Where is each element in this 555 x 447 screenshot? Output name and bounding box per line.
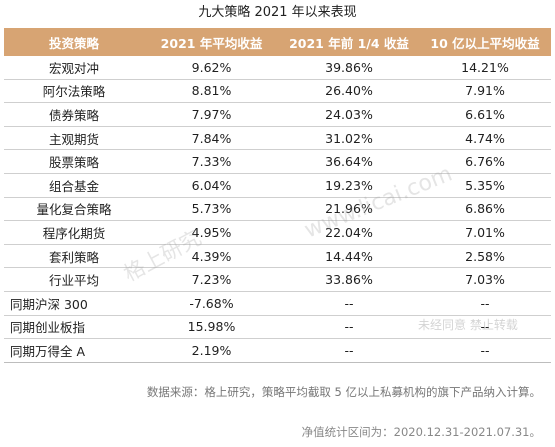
cell-large-fund-return: 6.61% (419, 102, 551, 127)
header-row: 投资策略 2021 年平均收益 2021 年前 1/4 收益 10 亿以上平均收… (4, 28, 551, 56)
cell-top-quarter-return: 36.64% (279, 149, 419, 174)
table-row: 套利策略 4.39% 14.44% 2.58% (4, 244, 551, 269)
table-row: 量化复合策略 5.73% 21.96% 6.86% (4, 197, 551, 222)
cell-ytd-return: -7.68% (144, 291, 279, 316)
cell-top-quarter-return: 39.86% (279, 56, 419, 80)
cell-ytd-return: 7.33% (144, 149, 279, 174)
cell-strategy-name: 同期创业板指 (4, 315, 144, 340)
table-row: 主观期货 7.84% 31.02% 4.74% (4, 126, 551, 151)
cell-strategy-name: 组合基金 (4, 173, 144, 198)
cell-strategy-name: 程序化期货 (4, 220, 144, 245)
cell-ytd-return: 6.04% (144, 173, 279, 198)
table-row: 组合基金 6.04% 19.23% 5.35% (4, 173, 551, 198)
cell-ytd-return: 9.62% (144, 56, 279, 80)
cell-ytd-return: 5.73% (144, 197, 279, 222)
cell-strategy-name: 阿尔法策略 (4, 79, 144, 104)
cell-top-quarter-return: 33.86% (279, 267, 419, 292)
header-large-fund: 10 亿以上平均收益 (419, 28, 551, 56)
cell-top-quarter-return: 26.40% (279, 79, 419, 104)
cell-large-fund-return: -- (419, 338, 551, 363)
cell-top-quarter-return: -- (279, 315, 419, 340)
cell-strategy-name: 主观期货 (4, 126, 144, 151)
cell-large-fund-return: -- (419, 315, 551, 340)
cell-large-fund-return: 7.03% (419, 267, 551, 292)
cell-large-fund-return: 2.58% (419, 244, 551, 269)
table-row: 同期万得全 A 2.19% -- -- (4, 338, 551, 363)
header-top-quarter: 2021 年前 1/4 收益 (279, 28, 419, 56)
cell-ytd-return: 8.81% (144, 79, 279, 104)
cell-ytd-return: 7.97% (144, 102, 279, 127)
cell-large-fund-return: 14.21% (419, 56, 551, 80)
strategy-performance-table: 投资策略 2021 年平均收益 2021 年前 1/4 收益 10 亿以上平均收… (4, 28, 551, 363)
cell-large-fund-return: 6.76% (419, 149, 551, 174)
cell-strategy-name: 套利策略 (4, 244, 144, 269)
cell-top-quarter-return: 19.23% (279, 173, 419, 198)
cell-ytd-return: 7.23% (144, 267, 279, 292)
period-note: 净值统计区间为：2020.12.31-2021.07.31。 (301, 425, 541, 439)
table-row: 同期沪深 300 -7.68% -- -- (4, 291, 551, 316)
cell-top-quarter-return: 21.96% (279, 197, 419, 222)
cell-strategy-name: 同期沪深 300 (4, 291, 144, 316)
source-note: 数据来源：格上研究，策略平均截取 5 亿以上私募机构的旗下产品纳入计算。 (146, 385, 541, 399)
cell-strategy-name: 行业平均 (4, 267, 144, 292)
cell-strategy-name: 同期万得全 A (4, 338, 144, 363)
cell-top-quarter-return: 22.04% (279, 220, 419, 245)
table-row: 行业平均 7.23% 33.86% 7.03% (4, 267, 551, 292)
header-strategy: 投资策略 (4, 28, 144, 56)
cell-large-fund-return: 4.74% (419, 126, 551, 151)
cell-large-fund-return: 5.35% (419, 173, 551, 198)
header-ytd: 2021 年平均收益 (144, 28, 279, 56)
cell-large-fund-return: -- (419, 291, 551, 316)
cell-strategy-name: 量化复合策略 (4, 197, 144, 222)
cell-top-quarter-return: 31.02% (279, 126, 419, 151)
table-row: 债券策略 7.97% 24.03% 6.61% (4, 102, 551, 127)
cell-strategy-name: 债券策略 (4, 102, 144, 127)
cell-ytd-return: 4.39% (144, 244, 279, 269)
table-row: 程序化期货 4.95% 22.04% 7.01% (4, 220, 551, 245)
cell-top-quarter-return: 24.03% (279, 102, 419, 127)
cell-ytd-return: 4.95% (144, 220, 279, 245)
cell-ytd-return: 7.84% (144, 126, 279, 151)
cell-ytd-return: 15.98% (144, 315, 279, 340)
cell-top-quarter-return: -- (279, 338, 419, 363)
cell-large-fund-return: 7.01% (419, 220, 551, 245)
table-row: 阿尔法策略 8.81% 26.40% 7.91% (4, 79, 551, 104)
cell-large-fund-return: 7.91% (419, 79, 551, 104)
cell-top-quarter-return: 14.44% (279, 244, 419, 269)
table-row: 股票策略 7.33% 36.64% 6.76% (4, 149, 551, 174)
cell-large-fund-return: 6.86% (419, 197, 551, 222)
table-title: 九大策略 2021 年以来表现 (198, 5, 357, 20)
table-row: 宏观对冲 9.62% 39.86% 14.21% (4, 56, 551, 80)
cell-ytd-return: 2.19% (144, 338, 279, 363)
cell-top-quarter-return: -- (279, 291, 419, 316)
cell-strategy-name: 股票策略 (4, 149, 144, 174)
table-row: 同期创业板指 15.98% -- -- (4, 315, 551, 340)
cell-strategy-name: 宏观对冲 (4, 56, 144, 80)
